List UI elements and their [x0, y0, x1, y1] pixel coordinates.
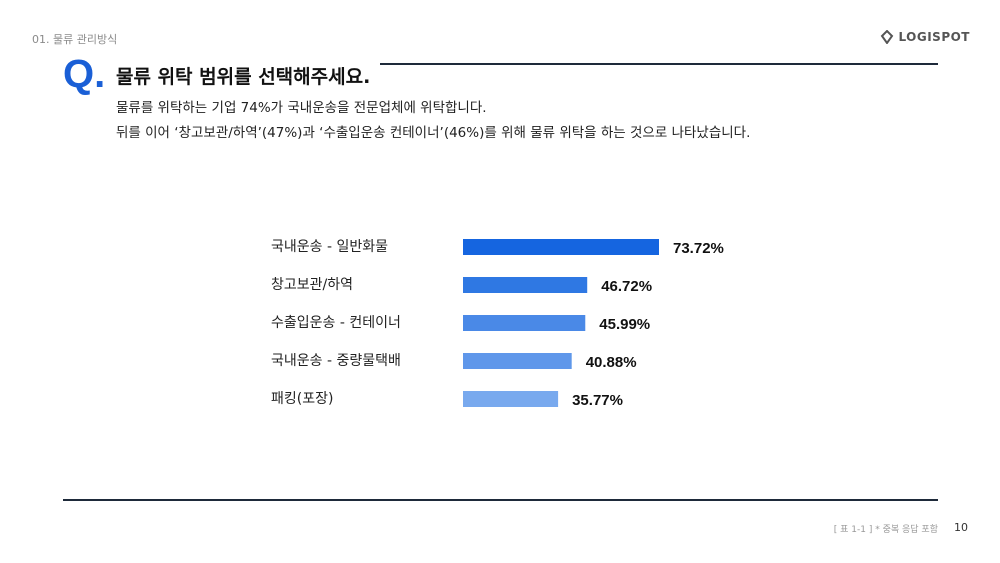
- bar: [463, 315, 586, 331]
- page-number: 10: [954, 521, 968, 534]
- value-label: 46.72%: [601, 278, 652, 295]
- footnote: [ 표 1-1 ] * 중복 응답 포함: [833, 525, 938, 535]
- description-line-2: 뒤를 이어 ‘창고보관/하역’(47%)과 ‘수출입운송 컨테이너’(46%)를…: [116, 125, 751, 141]
- value-label: 35.77%: [572, 392, 623, 409]
- bar: [463, 391, 559, 407]
- value-label: 40.88%: [586, 354, 637, 371]
- question-mark: Q.: [63, 52, 106, 96]
- value-label: 45.99%: [599, 316, 650, 333]
- brand-logo: LOGISPOT: [880, 30, 970, 44]
- title-divider: [380, 63, 938, 65]
- category-label: 국내운송 - 중량물택배: [271, 353, 401, 369]
- brand-name: LOGISPOT: [898, 30, 970, 44]
- question-title: 물류 위탁 범위를 선택해주세요.: [116, 66, 371, 88]
- category-label: 국내운송 - 일반화물: [271, 239, 388, 255]
- section-label: 01. 물류 관리방식: [32, 33, 118, 46]
- logo-icon: [881, 30, 894, 44]
- bottom-divider: [63, 499, 938, 501]
- bar: [463, 277, 588, 293]
- bar: [463, 353, 572, 369]
- bar: [463, 239, 659, 255]
- value-label: 73.72%: [673, 240, 724, 257]
- category-label: 창고보관/하역: [271, 277, 353, 293]
- category-label: 패킹(포장): [271, 391, 333, 407]
- category-label: 수출입운송 - 컨테이너: [271, 315, 401, 331]
- description-line-1: 물류를 위탁하는 기업 74%가 국내운송을 전문업체에 위탁합니다.: [116, 100, 487, 116]
